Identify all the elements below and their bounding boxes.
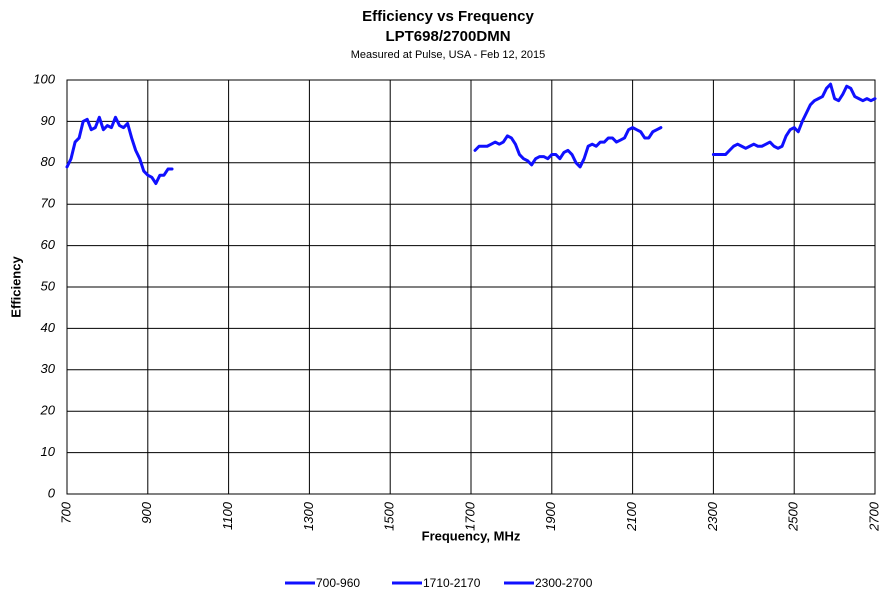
y-tick-label: 10 [41,444,56,459]
data-line [65,115,174,185]
x-tick-label: 2700 [866,501,881,532]
y-tick-label: 100 [33,71,55,86]
x-tick-label: 1700 [462,501,477,531]
annotation: Measured at Pulse, USA - Feb 12, 2015 [351,49,545,61]
legend-label: 2300-2700 [535,576,593,590]
plot-border [66,79,876,495]
y-tick-label: 40 [41,320,56,335]
y-axis-label: Efficiency [8,256,23,318]
x-tick-label: 2100 [624,501,639,532]
y-tick-label: 0 [48,485,56,500]
x-tick-label: 1100 [220,501,235,530]
legend-label: 700-960 [316,576,360,590]
data-line [711,82,877,157]
x-tick-label: 2500 [786,501,801,532]
y-tick-label: 20 [40,403,56,418]
y-tick-label: 60 [41,237,56,252]
chart-subtitle: LPT698/2700DMN [385,28,510,45]
x-tick-label: 1900 [543,501,558,531]
x-tick-label: 900 [139,501,154,523]
x-tick-label: 2300 [705,501,720,532]
y-tick-label: 50 [41,278,56,293]
y-tick-label: 30 [41,361,56,376]
y-tick-label: 80 [41,154,56,169]
y-tick-label: 70 [41,196,56,211]
x-axis-label: Frequency, MHz [422,528,521,543]
x-tick-label: 700 [58,501,73,523]
legend-label: 1710-2170 [423,576,481,590]
chart-title: Efficiency vs Frequency [362,8,534,25]
y-tick-label: 90 [41,113,56,128]
x-tick-label: 1500 [382,501,397,531]
x-tick-label: 1300 [301,501,316,531]
data-line [473,126,663,169]
